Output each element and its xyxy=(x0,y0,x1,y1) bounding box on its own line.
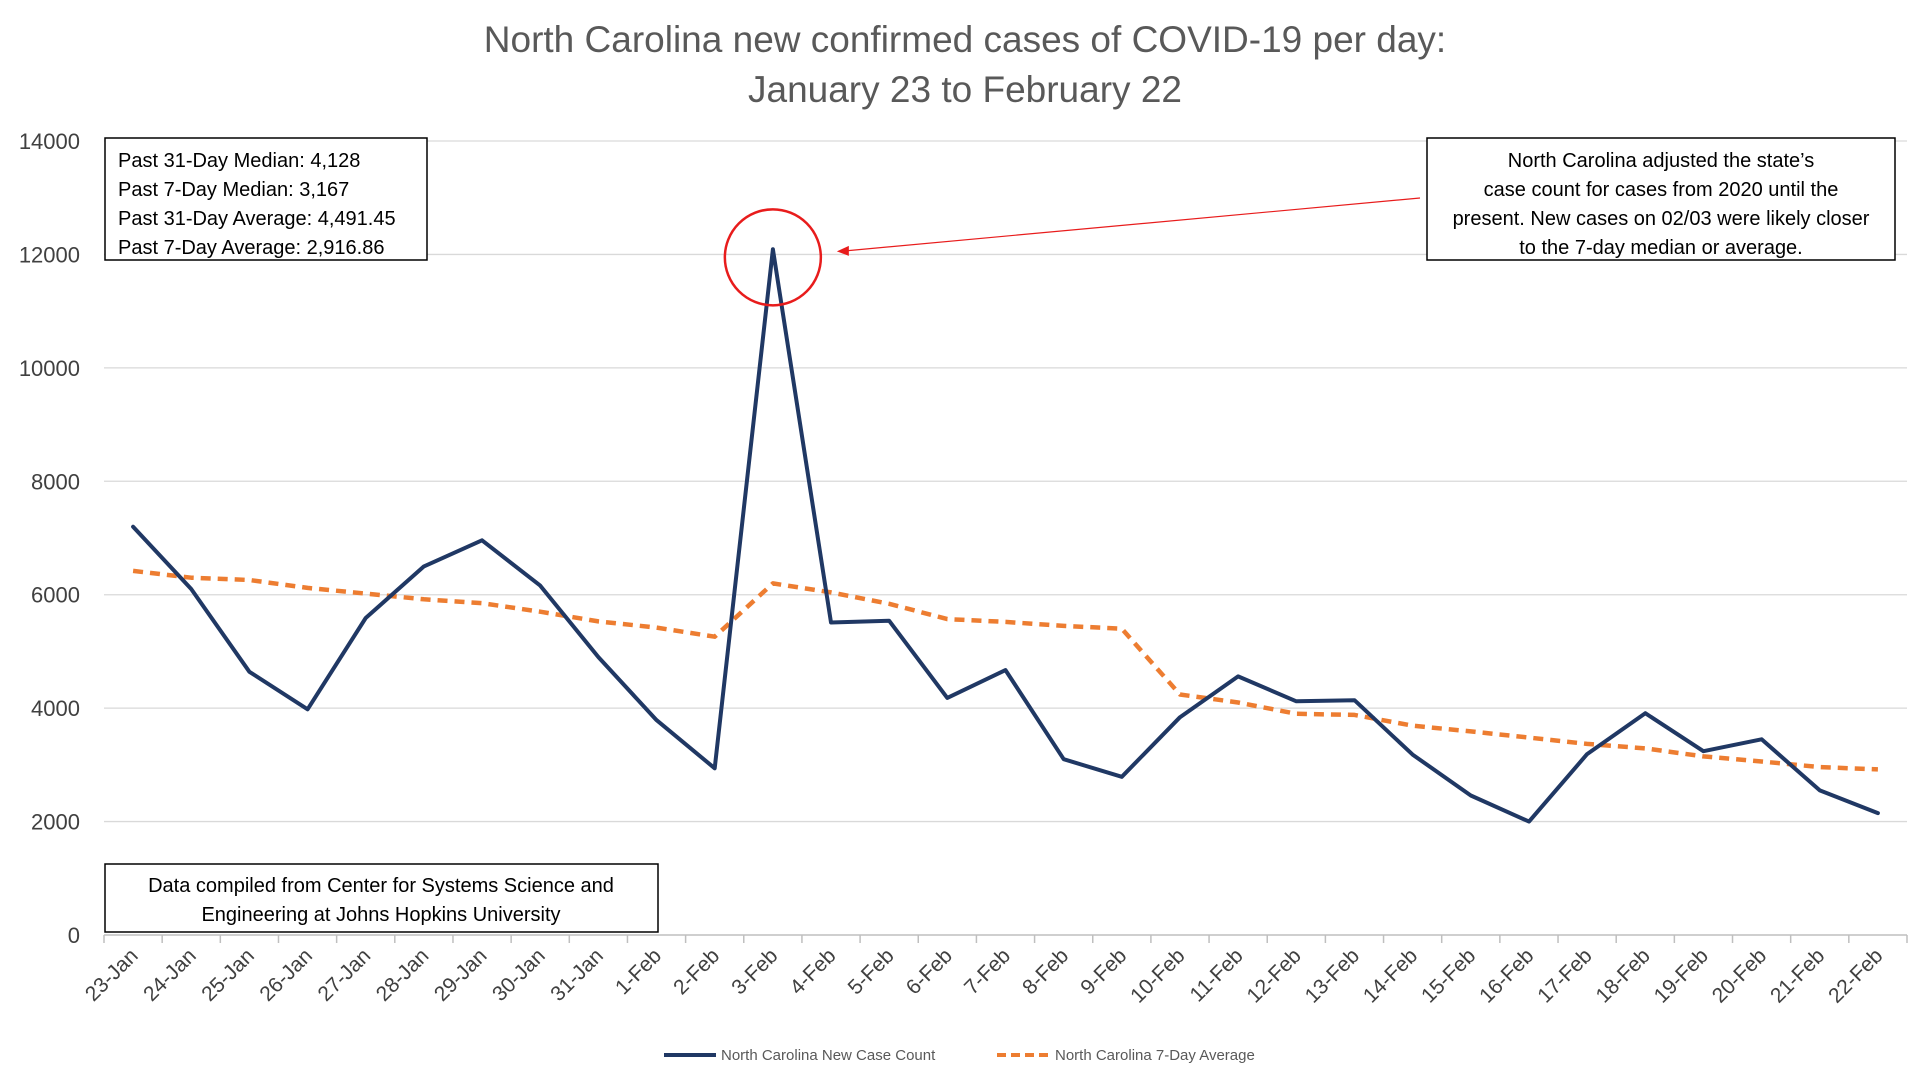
note-line-4: to the 7-day median or average. xyxy=(1519,237,1803,259)
x-tick-label-12-Feb: 12-Feb xyxy=(1243,944,1306,1007)
stats-box: Past 31-Day Median: 4,128 Past 7-Day Med… xyxy=(104,137,428,261)
y-tick-label-12000: 12000 xyxy=(19,242,80,267)
stats-line-3: Past 31-Day Average: 4,491.45 xyxy=(118,208,396,230)
x-tick-label-7-Feb: 7-Feb xyxy=(960,944,1015,999)
note-box-frame xyxy=(1426,137,1896,261)
source-line-1: Data compiled from Center for Systems Sc… xyxy=(148,875,614,897)
x-tick-label-23-Jan: 23-Jan xyxy=(81,944,143,1006)
x-tick-label-8-Feb: 8-Feb xyxy=(1018,944,1073,999)
chart-title-line2: January 23 to February 22 xyxy=(748,69,1182,110)
series-line-7day-average xyxy=(132,568,1878,772)
series-line-new-cases xyxy=(131,247,1880,824)
x-tick-label-11-Feb: 11-Feb xyxy=(1185,944,1247,1006)
y-axis-ticks: 0 2000 4000 6000 8000 10000 12000 14000 xyxy=(19,129,80,948)
y-tick-label-10000: 10000 xyxy=(19,356,80,381)
x-tick-label-13-Feb: 13-Feb xyxy=(1301,944,1364,1007)
x-tick-label-14-Feb: 14-Feb xyxy=(1359,944,1422,1007)
x-tick-label-31-Jan: 31-Jan xyxy=(546,944,608,1006)
x-tick-label-26-Jan: 26-Jan xyxy=(255,944,317,1006)
x-tick-label-17-Feb: 17-Feb xyxy=(1533,944,1596,1007)
x-tick-label-24-Jan: 24-Jan xyxy=(139,944,201,1006)
stats-line-1: Past 31-Day Median: 4,128 xyxy=(118,150,360,172)
x-tick-label-20-Feb: 20-Feb xyxy=(1708,944,1771,1007)
stats-box-frame xyxy=(104,137,428,261)
source-box-frame xyxy=(104,863,659,933)
note-line-2: case count for cases from 2020 until the xyxy=(1484,179,1839,201)
x-tick-label-15-Feb: 15-Feb xyxy=(1417,944,1480,1007)
x-tick-label-22-Feb: 22-Feb xyxy=(1824,944,1887,1007)
x-tick-label-21-Feb: 21-Feb xyxy=(1766,944,1829,1007)
note-box: North Carolina adjusted the state’s case… xyxy=(1426,137,1896,261)
x-tick-label-1-Feb: 1-Feb xyxy=(611,944,666,999)
y-tick-label-2000: 2000 xyxy=(31,810,80,835)
x-tick-label-25-Jan: 25-Jan xyxy=(197,944,259,1006)
x-axis: 23-Jan24-Jan25-Jan26-Jan27-Jan28-Jan29-J… xyxy=(81,934,1908,1008)
x-tick-label-19-Feb: 19-Feb xyxy=(1650,944,1713,1007)
x-tick-label-6-Feb: 6-Feb xyxy=(902,944,957,999)
stats-line-2: Past 7-Day Median: 3,167 xyxy=(118,179,349,201)
x-tick-label-27-Jan: 27-Jan xyxy=(314,944,376,1006)
x-tick-label-30-Jan: 30-Jan xyxy=(488,944,550,1006)
x-tick-label-28-Jan: 28-Jan xyxy=(372,944,434,1006)
highlight-arrowhead xyxy=(836,245,849,256)
legend-label-new-cases: North Carolina New Case Count xyxy=(721,1047,936,1064)
y-tick-label-8000: 8000 xyxy=(31,469,80,494)
highlight-arrow-line xyxy=(846,197,1421,252)
x-tick-label-4-Feb: 4-Feb xyxy=(785,944,840,999)
y-tick-label-4000: 4000 xyxy=(31,696,80,721)
highlight-circle xyxy=(723,208,823,307)
legend-label-7day-avg: North Carolina 7-Day Average xyxy=(1055,1047,1255,1064)
note-line-3: present. New cases on 02/03 were likely … xyxy=(1453,208,1870,230)
x-tick-label-10-Feb: 10-Feb xyxy=(1126,944,1189,1007)
chart-title-line1: North Carolina new confirmed cases of CO… xyxy=(484,19,1446,60)
stats-line-4: Past 7-Day Average: 2,916.86 xyxy=(118,237,384,259)
x-tick-label-5-Feb: 5-Feb xyxy=(844,944,899,999)
x-tick-label-16-Feb: 16-Feb xyxy=(1475,944,1538,1007)
legend: North Carolina New Case Count North Caro… xyxy=(664,1047,1255,1064)
source-box: Data compiled from Center for Systems Sc… xyxy=(104,863,659,933)
y-tick-label-14000: 14000 xyxy=(19,129,80,154)
spike-highlight xyxy=(723,197,1421,307)
x-tick-label-18-Feb: 18-Feb xyxy=(1591,944,1654,1007)
x-tick-label-3-Feb: 3-Feb xyxy=(727,944,782,999)
y-tick-label-0: 0 xyxy=(68,923,80,948)
y-tick-label-6000: 6000 xyxy=(31,583,80,608)
x-tick-label-9-Feb: 9-Feb xyxy=(1076,944,1131,999)
source-line-2: Engineering at Johns Hopkins University xyxy=(201,904,560,926)
series-lines xyxy=(131,247,1880,824)
x-tick-label-2-Feb: 2-Feb xyxy=(669,944,724,999)
x-tick-label-29-Jan: 29-Jan xyxy=(430,944,492,1006)
note-line-1: North Carolina adjusted the state’s xyxy=(1508,150,1814,172)
